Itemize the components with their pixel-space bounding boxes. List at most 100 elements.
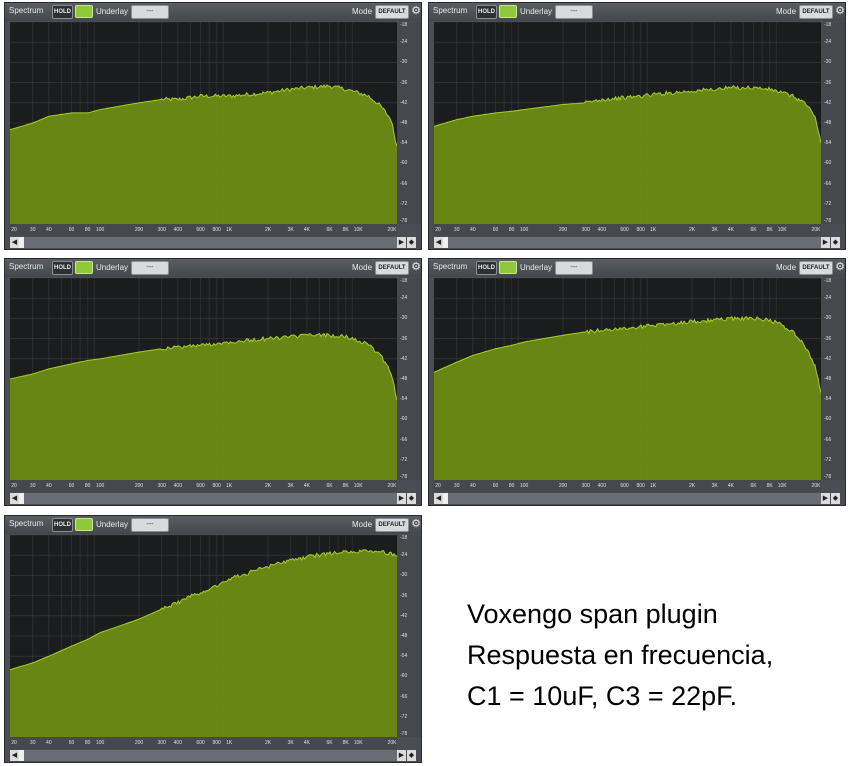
x-tick-label: 200 (134, 227, 144, 233)
underlay-select[interactable]: --- (131, 5, 169, 19)
spectrum-plot[interactable] (10, 278, 397, 480)
y-tick-label: -36 (400, 592, 408, 599)
underlay-select[interactable]: --- (555, 5, 593, 19)
x-tick-label: 2K (688, 483, 696, 489)
zoom-diamond-icon[interactable]: ◆ (407, 750, 416, 761)
scroll-left-icon[interactable]: ◀ (10, 237, 19, 248)
x-tick-label: 400 (597, 227, 606, 233)
x-tick-label: 6K (326, 227, 333, 233)
x-tick-label: 60 (492, 227, 499, 233)
mode-button[interactable]: DEFAULT (799, 261, 833, 275)
hold-toggle[interactable] (499, 5, 517, 18)
panel-toolbar: Spectrum HOLD Underlay --- Mode DEFAULT ⚙ (5, 259, 421, 277)
x-tick-label: 1K (226, 740, 233, 746)
zoom-diamond-icon[interactable]: ◆ (831, 237, 840, 248)
y-tick-label: -48 (400, 376, 408, 382)
caption: Voxengo span plugin Respuesta en frecuen… (467, 594, 837, 717)
panel-title: Spectrum (433, 262, 468, 271)
y-tick-label: -72 (400, 713, 408, 720)
x-tick-label: 100 (95, 483, 105, 489)
spectrum-panel-5: Spectrum HOLD Underlay --- Mode DEFAULT ⚙ -18 -2… (4, 515, 422, 763)
zoom-diamond-icon[interactable]: ◆ (407, 493, 416, 504)
y-tick-label: -66 (400, 693, 408, 700)
scroll-thumb[interactable] (19, 493, 24, 504)
spectrum-panel-4: Spectrum HOLD Underlay --- Mode DEFAULT ⚙ -18 -2… (428, 258, 846, 506)
spectrum-panel-3: Spectrum HOLD Underlay --- Mode DEFAULT ⚙ -18 -2… (4, 258, 422, 506)
spectrum-svg (434, 22, 821, 224)
x-tick-label: 200 (134, 740, 144, 746)
y-tick-label: -24 (824, 295, 832, 302)
hold-button[interactable]: HOLD (476, 261, 497, 275)
y-tick-label: -48 (400, 120, 408, 126)
x-tick-label: 6K (750, 483, 757, 489)
x-tick-label: 100 (95, 740, 105, 746)
spectrum-plot[interactable] (10, 22, 397, 224)
scroll-right-icon[interactable]: ▶ (397, 237, 406, 248)
x-tick-label: 300 (157, 740, 166, 746)
spectrum-edge-line (10, 332, 397, 401)
hold-toggle[interactable] (75, 518, 93, 531)
hold-toggle[interactable] (75, 5, 93, 18)
hold-button[interactable]: HOLD (476, 5, 497, 19)
hold-button[interactable]: HOLD (52, 518, 73, 532)
spectrum-plot[interactable] (434, 278, 821, 480)
x-tick-label: 30 (453, 227, 460, 233)
y-tick-label: -42 (400, 612, 408, 619)
underlay-select[interactable]: --- (131, 518, 169, 532)
scroll-left-icon[interactable]: ◀ (434, 493, 443, 504)
hold-button[interactable]: HOLD (52, 5, 73, 19)
x-tick-label: 4K (727, 483, 734, 489)
gear-icon[interactable]: ⚙ (411, 517, 421, 530)
spectrum-plot[interactable] (10, 535, 397, 737)
scroll-left-icon[interactable]: ◀ (10, 493, 19, 504)
x-tick-label: 4K (303, 740, 310, 746)
scroll-thumb[interactable] (19, 750, 24, 761)
spectrum-edge-line (434, 85, 821, 144)
underlay-select[interactable]: --- (555, 261, 593, 275)
scroll-left-icon[interactable]: ◀ (434, 237, 443, 248)
scroll-left-icon[interactable]: ◀ (10, 750, 19, 761)
scroll-thumb[interactable] (443, 237, 448, 248)
panel-title: Spectrum (9, 519, 44, 528)
scroll-right-icon[interactable]: ▶ (397, 493, 406, 504)
x-axis: 20 30 40 60 80 100 200 300 400 600 800 1K 2K 3K 4K 6K 8K… (10, 480, 397, 492)
zoom-diamond-icon[interactable]: ◆ (831, 493, 840, 504)
underlay-label: Underlay (520, 263, 553, 272)
mode-button[interactable]: DEFAULT (375, 518, 409, 532)
y-tick-label: -18 (400, 535, 408, 541)
scroll-right-icon[interactable]: ▶ (821, 237, 830, 248)
scroll-thumb[interactable] (443, 493, 448, 504)
mode-button[interactable]: DEFAULT (375, 261, 409, 275)
x-tick-label: 2K (688, 227, 696, 233)
horizontal-scrollbar[interactable]: ◀ (10, 237, 397, 248)
horizontal-scrollbar[interactable]: ◀ (10, 750, 397, 761)
mode-button[interactable]: DEFAULT (375, 5, 409, 19)
scroll-right-icon[interactable]: ▶ (397, 750, 406, 761)
y-tick-label: -60 (400, 160, 408, 167)
scroll-thumb[interactable] (19, 237, 24, 248)
x-tick-label: 10K (353, 740, 363, 746)
x-axis: 20 30 40 60 80 100 200 300 400 600 800 1K 2K 3K 4K 6K 8K… (10, 224, 397, 236)
gear-icon[interactable]: ⚙ (835, 260, 845, 273)
horizontal-scrollbar[interactable]: ◀ (10, 493, 397, 504)
spectrum-plot[interactable] (434, 22, 821, 224)
horizontal-scrollbar[interactable]: ◀ (434, 237, 821, 248)
hold-toggle[interactable] (75, 261, 93, 274)
x-tick-label: 20 (11, 483, 17, 489)
scroll-right-icon[interactable]: ▶ (821, 493, 830, 504)
gear-icon[interactable]: ⚙ (835, 4, 845, 17)
caption-line-1: Voxengo span plugin (467, 599, 718, 629)
hold-button[interactable]: HOLD (52, 261, 73, 275)
hold-toggle[interactable] (499, 261, 517, 274)
panel-title: Spectrum (433, 6, 468, 15)
mode-button[interactable]: DEFAULT (799, 5, 833, 19)
y-tick-label: -30 (824, 315, 832, 322)
y-tick-label: -72 (824, 456, 832, 463)
x-tick-label: 8K (342, 227, 349, 233)
gear-icon[interactable]: ⚙ (411, 4, 421, 17)
zoom-diamond-icon[interactable]: ◆ (407, 237, 416, 248)
underlay-label: Underlay (96, 263, 129, 272)
gear-icon[interactable]: ⚙ (411, 260, 421, 273)
horizontal-scrollbar[interactable]: ◀ (434, 493, 821, 504)
underlay-select[interactable]: --- (131, 261, 169, 275)
